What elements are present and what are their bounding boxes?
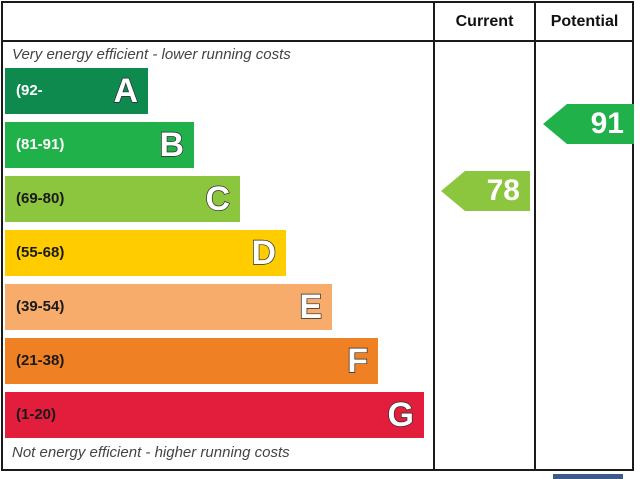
bottom-efficiency-note: Not energy efficient - higher running co… <box>12 444 290 461</box>
band-letter: D <box>251 233 277 272</box>
band-letter: G <box>387 395 415 434</box>
band-range-label: (21-38) <box>16 352 65 369</box>
band-range-label: (39-54) <box>16 298 65 315</box>
rating-band-e: (39-54) E <box>5 284 332 330</box>
band-letter: B <box>159 125 185 164</box>
band-range-label: (1-20) <box>16 406 57 423</box>
band-letter: A <box>113 71 139 110</box>
current-rating-value: 78 <box>486 174 520 207</box>
band-range-label: (55-68) <box>16 244 65 261</box>
current-column-divider <box>433 1 435 471</box>
potential-rating-value: 91 <box>590 107 624 140</box>
current-column-header: Current <box>455 13 514 30</box>
rating-band-g: (1-20) G <box>5 392 424 438</box>
rating-band-c: (69-80) C <box>5 176 240 222</box>
rating-band-d: (55-68) D <box>5 230 286 276</box>
footer-divider <box>1 469 434 471</box>
header-divider <box>1 40 634 42</box>
band-range-label: (92- <box>16 82 43 99</box>
band-letter: F <box>347 341 369 380</box>
current-rating-arrow: 78 <box>441 171 530 211</box>
band-range-label: (69-80) <box>16 190 65 207</box>
band-letter: E <box>299 287 323 326</box>
top-efficiency-note: Very energy efficient - lower running co… <box>12 46 291 63</box>
band-range-label: (81-91) <box>16 136 65 153</box>
rating-band-a: (92- A <box>5 68 148 114</box>
potential-column-header: Potential <box>550 13 619 30</box>
band-letter: C <box>205 179 231 218</box>
potential-column-divider <box>534 1 536 471</box>
rating-band-b: (81-91) B <box>5 122 194 168</box>
potential-rating-arrow: 91 <box>543 104 634 144</box>
bottom-edge-mark <box>553 474 623 479</box>
rating-band-f: (21-38) F <box>5 338 378 384</box>
